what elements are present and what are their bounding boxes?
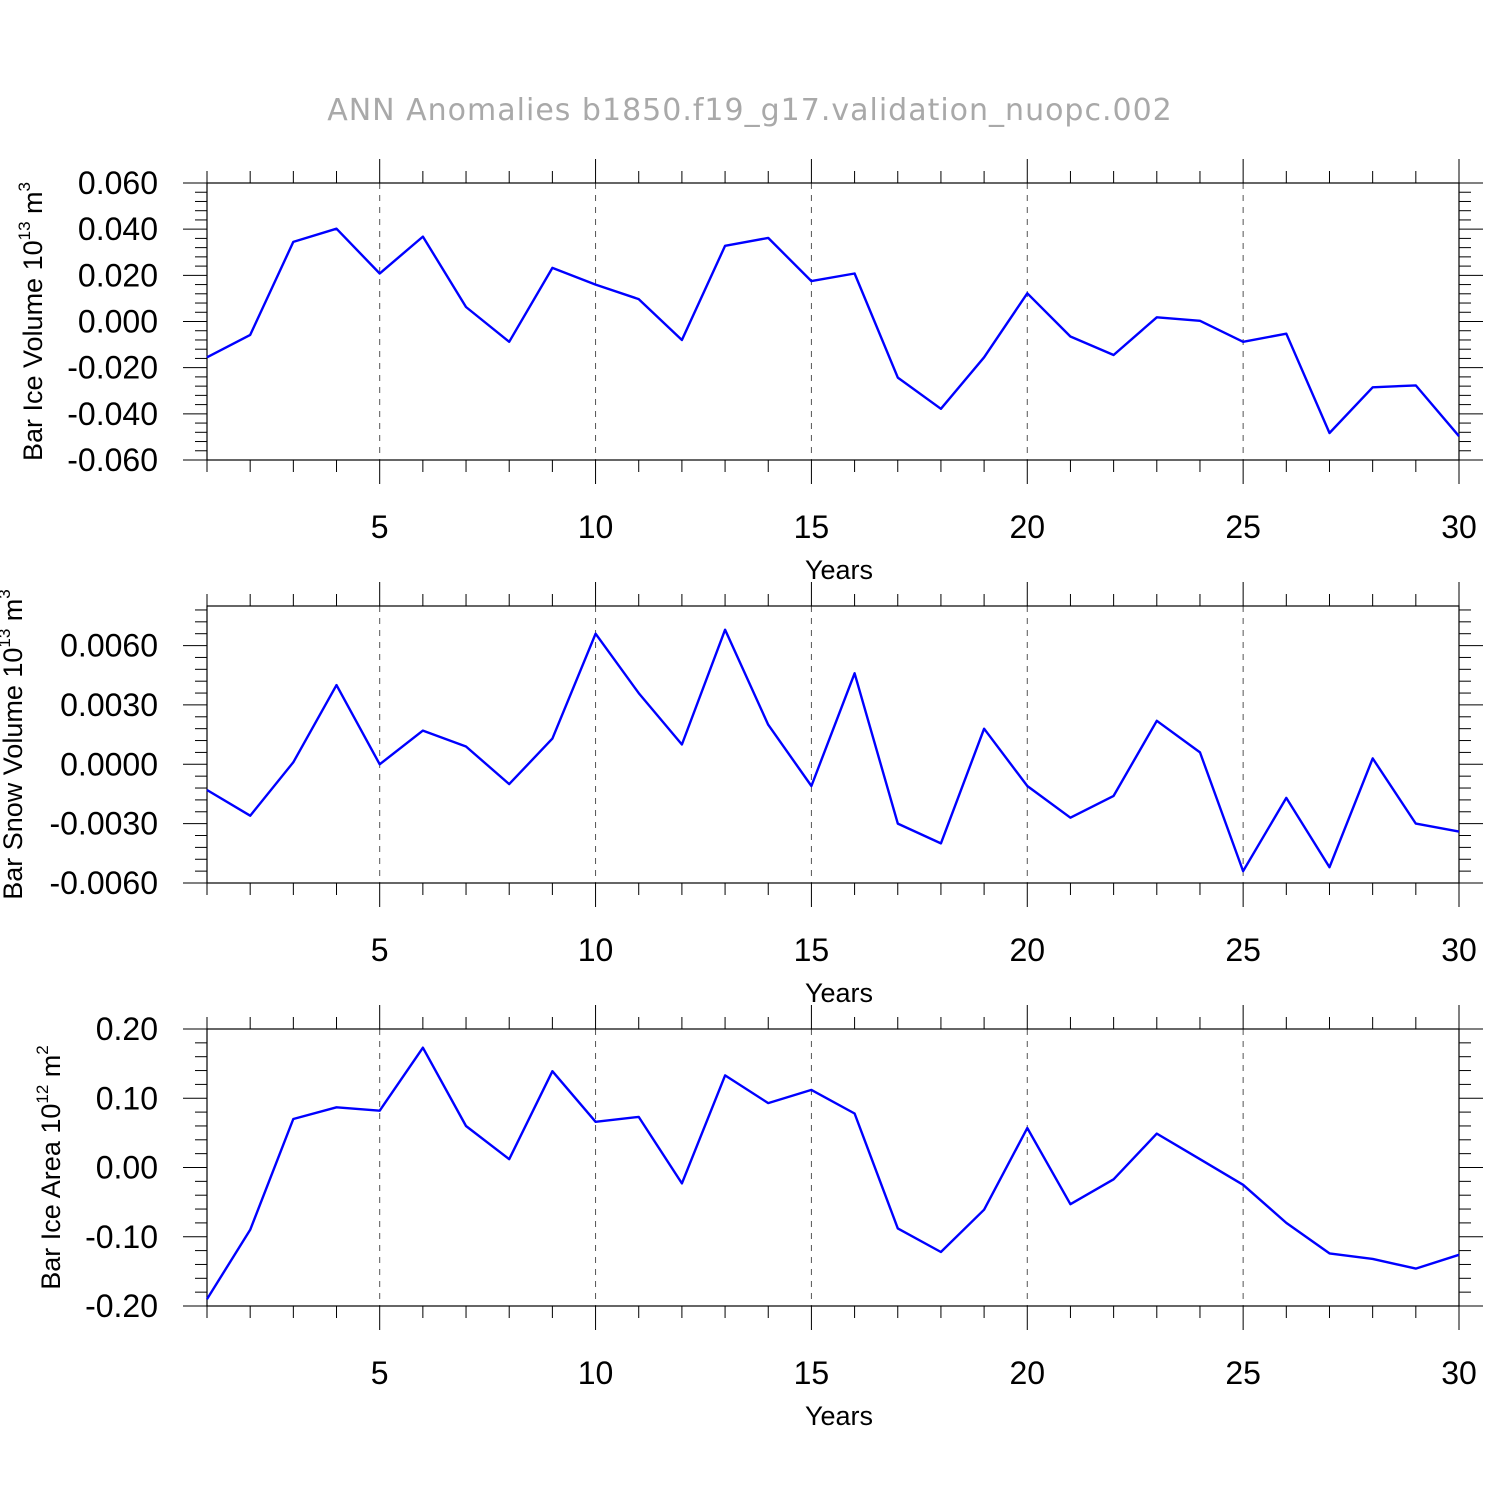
x-axis-label: Years [805,978,873,1008]
x-tick-label: 25 [1225,932,1261,968]
y-tick-label: 0.0030 [60,687,158,723]
x-tick-label: 10 [578,1355,614,1391]
y-tick-label: 0.020 [78,257,158,293]
plot-frame [206,182,1460,461]
chart-panel-1: -0.060 -0.040 -0.020 0.000 0.020 0.040 0.060 5 1… [15,159,1483,585]
y-axis-label: Bar Ice Volume 1013 m3 [15,182,48,461]
x-tick-label: 25 [1225,1355,1261,1391]
y-tick-label: 0.00 [96,1150,158,1186]
series-line [205,1046,1460,1300]
y-tick-label: -0.0060 [49,865,158,901]
y-tick-label: -0.10 [85,1219,158,1255]
chart-panel-3: -0.20 -0.10 0.00 0.10 0.20 5 10 15 20 25 30 Years Ba… [33,1005,1483,1431]
x-tick-label: 15 [794,1355,830,1391]
x-tick-label: 15 [794,932,830,968]
x-tick-label: 20 [1009,509,1045,545]
x-tick-label: 25 [1225,509,1261,545]
x-axis-label: Years [805,555,873,585]
y-tick-label: -0.20 [85,1288,158,1324]
x-tick-label: 5 [371,1355,389,1391]
x-tick-label: 5 [371,509,389,545]
x-tick-label: 20 [1009,932,1045,968]
y-tick-label: 0.10 [96,1080,158,1116]
y-tick-label: -0.020 [67,350,158,386]
y-axis-label: Bar Ice Area 1012 m2 [33,1045,66,1290]
x-tick-label: 10 [578,932,614,968]
figure-title: ANN Anomalies b1850.f19_g17.validation_n… [327,93,1173,128]
x-tick-label: 5 [371,932,389,968]
series-line [206,227,1460,437]
plot-frame [206,605,1460,884]
x-tick-label: 20 [1009,1355,1045,1391]
x-tick-label: 30 [1441,932,1477,968]
y-tick-label: 0.0000 [60,746,158,782]
plot-frame [206,1028,1460,1307]
y-tick-label: 0.040 [78,211,158,247]
y-tick-label: -0.060 [67,442,158,478]
x-axis-label: Years [805,1401,873,1431]
series-line [206,628,1460,873]
x-tick-label: 30 [1441,509,1477,545]
y-tick-label: -0.0030 [49,806,158,842]
y-tick-label: 0.060 [78,165,158,201]
chart-panel-2: -0.0060 -0.0030 0.0000 0.0030 0.0060 5 10 15 20 2… [0,582,1483,1008]
y-tick-label: 0.20 [96,1011,158,1047]
y-tick-label: 0.000 [78,304,158,340]
x-tick-label: 10 [578,509,614,545]
y-tick-label: 0.0060 [60,628,158,664]
x-tick-label: 30 [1441,1355,1477,1391]
x-tick-label: 15 [794,509,830,545]
y-axis-label: Bar Snow Volume 1013 m3 [0,589,28,900]
y-tick-label: -0.040 [67,396,158,432]
